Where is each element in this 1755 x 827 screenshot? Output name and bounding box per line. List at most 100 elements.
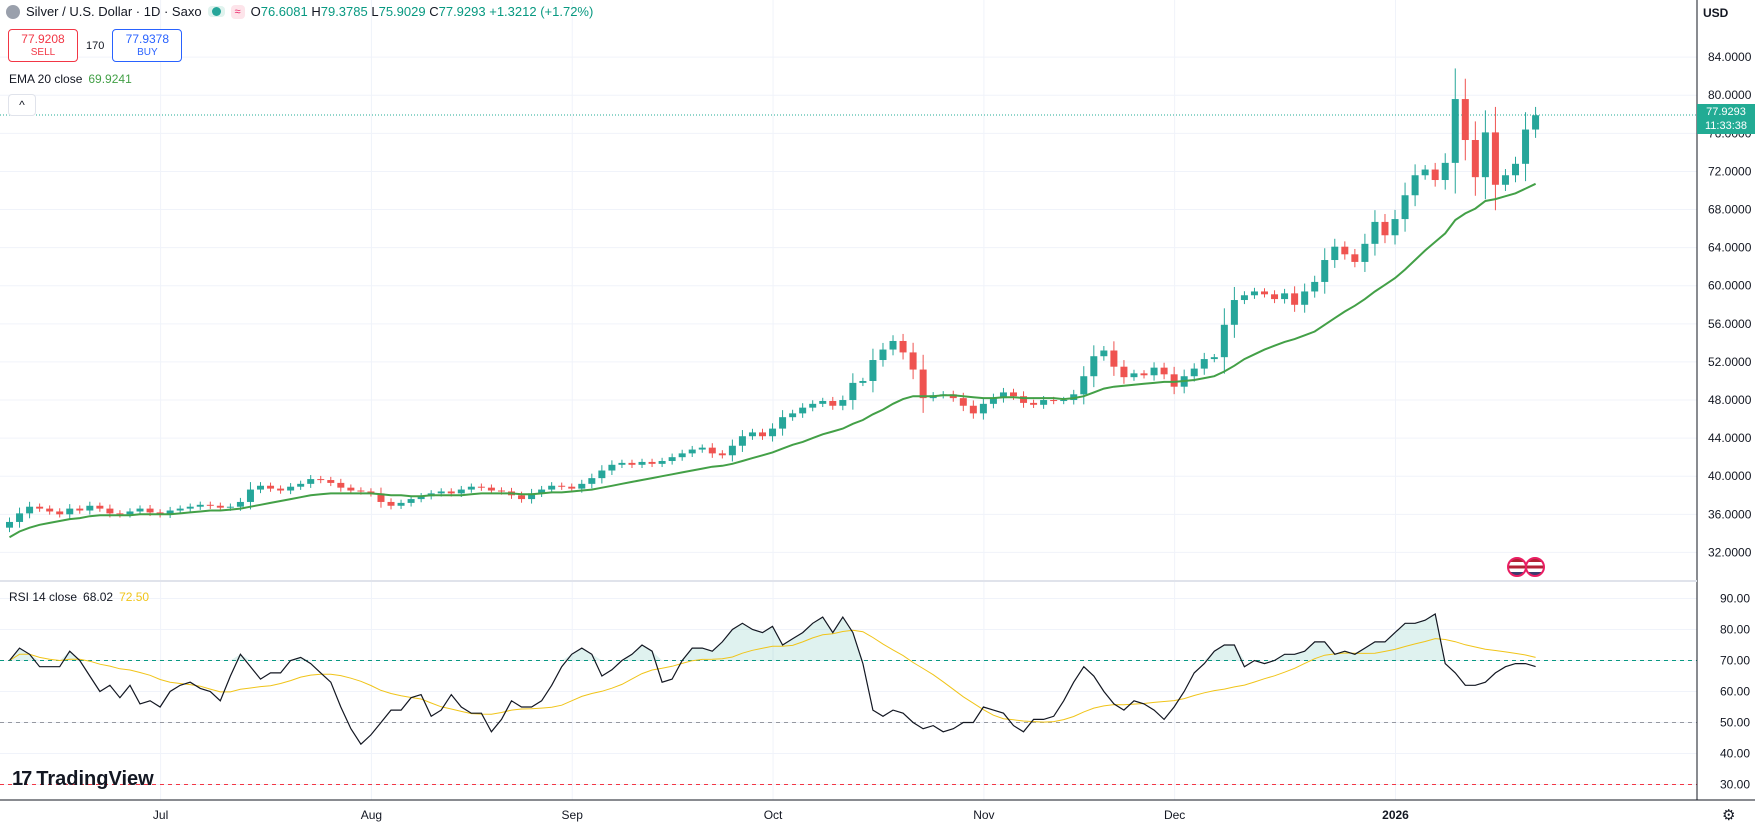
buy-button[interactable]: 77.9378 BUY	[112, 29, 183, 62]
candle	[648, 458, 656, 468]
rsi-line	[9, 613, 1536, 746]
candle-body	[558, 485, 566, 487]
ohlc-value: 79.3785	[320, 4, 368, 19]
candle-body	[126, 511, 134, 515]
candle	[1421, 165, 1429, 180]
candle-body	[678, 453, 686, 458]
candle	[1090, 345, 1098, 388]
candle-body	[1160, 367, 1168, 375]
candle	[66, 504, 74, 519]
candle	[658, 457, 666, 468]
collapse-legend-button[interactable]: ^	[8, 94, 36, 116]
candle	[477, 483, 485, 491]
candle-body	[648, 461, 656, 464]
time-tick-label: Sep	[562, 808, 584, 822]
price-tick-label: 36.0000	[1708, 507, 1752, 521]
candle	[1220, 308, 1228, 374]
rsi-tick-label: 80.00	[1720, 623, 1750, 637]
candle-body	[166, 510, 174, 515]
rsi-overbought-area	[9, 614, 1536, 661]
candle	[6, 517, 13, 533]
candle	[1150, 362, 1158, 381]
candle	[216, 502, 224, 511]
gear-icon[interactable]: ⚙	[1722, 807, 1736, 824]
time-tick-label: 2026	[1382, 808, 1409, 822]
candle	[1271, 290, 1279, 304]
candle-body	[789, 413, 797, 418]
price-tick-label: 32.0000	[1708, 545, 1752, 559]
symbol-legend[interactable]: Silver / U.S. Dollar · 1D · Saxo ≈ O76.6…	[6, 4, 593, 19]
candle-body	[397, 502, 405, 506]
candle	[196, 501, 204, 510]
candle-body	[1451, 99, 1459, 163]
candle-body	[1010, 392, 1017, 397]
time-tick-label: Aug	[361, 808, 382, 822]
candle	[989, 393, 997, 409]
candle-body	[1371, 221, 1379, 244]
us-flag-icon[interactable]	[1525, 557, 1545, 577]
candle-body	[1401, 195, 1409, 220]
candle	[327, 476, 335, 487]
rsi-legend[interactable]: RSI 14 close 68.02 72.50	[9, 590, 149, 604]
candle-body	[608, 464, 616, 471]
currency-selector[interactable]: USD	[1703, 6, 1729, 20]
rsi-ma-value: 72.50	[119, 590, 150, 604]
time-axis: Jul Aug Sep Oct Nov Dec 2026	[153, 808, 1409, 822]
last-price-value: 77.9293	[1706, 106, 1746, 118]
candle	[789, 409, 797, 421]
candle	[608, 460, 616, 475]
candle-body	[1281, 293, 1289, 300]
candle	[618, 459, 626, 468]
candle	[1281, 288, 1289, 304]
candle-body	[879, 349, 887, 361]
candle-body	[377, 493, 385, 502]
candle-body	[718, 453, 726, 456]
candle	[698, 444, 706, 453]
candle-body	[297, 483, 305, 487]
candle	[899, 333, 907, 360]
economic-events[interactable]	[1507, 557, 1545, 577]
candle	[16, 507, 24, 528]
candle-body	[698, 447, 706, 450]
tradingview-logo[interactable]: 17 TradingView	[12, 768, 154, 791]
candle	[1210, 353, 1218, 363]
candle-body	[1090, 356, 1098, 377]
candle-body	[1250, 291, 1258, 296]
candle-body	[738, 436, 746, 446]
candle	[688, 445, 696, 457]
candle-body	[1501, 175, 1509, 185]
data-type-badge[interactable]: ≈	[230, 4, 245, 19]
candle	[1512, 156, 1519, 183]
candle	[417, 493, 425, 503]
market-open-icon	[211, 7, 221, 16]
market-status-badge[interactable]	[207, 6, 225, 17]
ema-label: EMA 20 close	[9, 72, 83, 86]
candle-body	[487, 487, 495, 491]
us-flag-icon[interactable]	[1507, 557, 1527, 577]
candle-body	[748, 432, 756, 437]
sell-price: 77.9208	[21, 31, 65, 46]
brand-name: TradingView	[36, 768, 154, 790]
candle	[759, 428, 766, 440]
candle-body	[186, 506, 194, 509]
candle-body	[146, 508, 154, 513]
candle	[919, 354, 927, 413]
candle	[1080, 366, 1088, 405]
candle-body	[176, 508, 184, 511]
chart-grid	[0, 0, 1697, 800]
candle-body	[16, 513, 24, 522]
candle-body	[257, 485, 264, 490]
sell-button[interactable]: 77.9208 SELL	[8, 29, 78, 62]
rsi-tick-label: 60.00	[1720, 685, 1750, 699]
candle	[1401, 182, 1409, 232]
candle	[588, 473, 596, 489]
candle	[347, 484, 355, 494]
candle	[1030, 399, 1038, 408]
candle	[1110, 341, 1118, 376]
candle-body	[1020, 396, 1028, 403]
candle-body	[809, 403, 817, 408]
time-tick-label: Jul	[153, 808, 168, 822]
symbol-title[interactable]: Silver / U.S. Dollar · 1D · Saxo	[26, 4, 202, 19]
ema-legend[interactable]: EMA 20 close 69.9241	[9, 72, 132, 86]
